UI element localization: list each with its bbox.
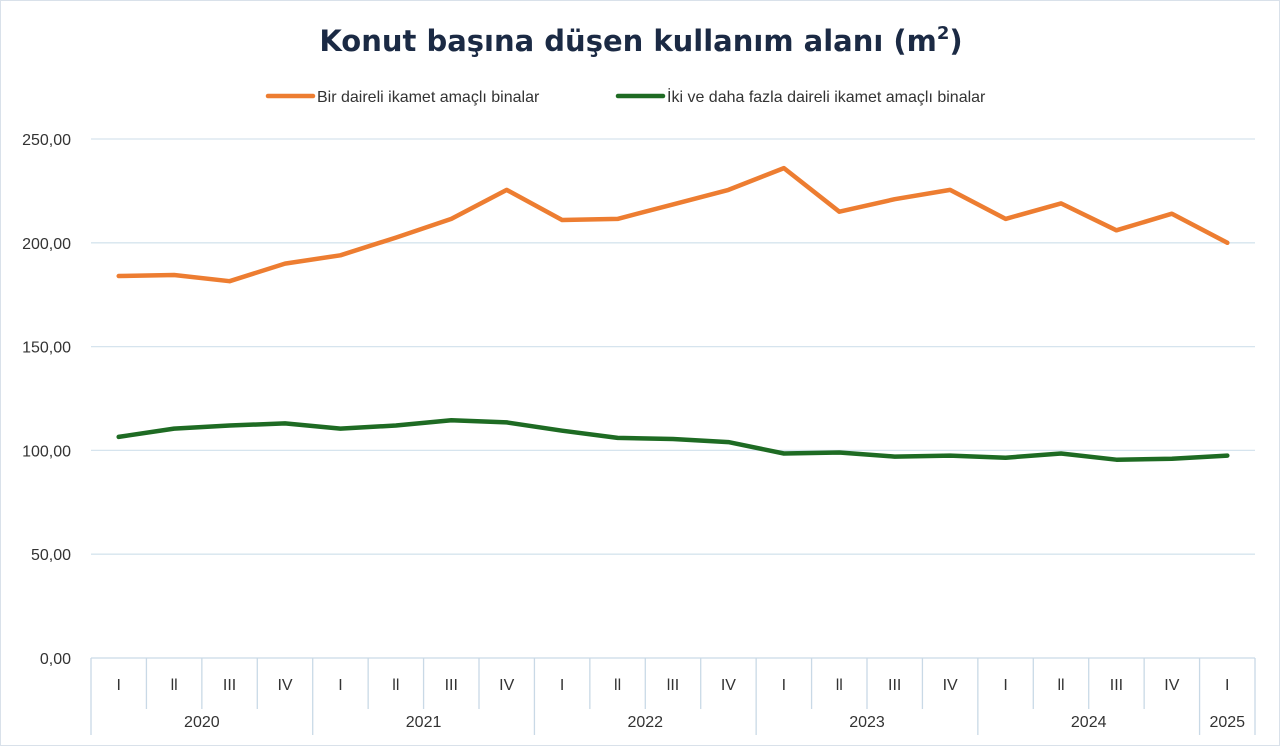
x-tick-label: ll (392, 677, 399, 694)
x-tick-label: I (116, 677, 120, 694)
year-label: 2024 (1071, 714, 1107, 731)
year-label: 2022 (627, 714, 663, 731)
year-label: 2020 (184, 714, 220, 731)
plot-area (116, 165, 1230, 462)
y-tick-label: 150,00 (22, 340, 71, 357)
x-tick-label: IV (1164, 677, 1179, 694)
y-tick-label: 200,00 (22, 236, 71, 253)
x-tick-label: ll (1057, 677, 1064, 694)
y-tick-label: 50,00 (31, 547, 71, 564)
x-tick-label: IV (277, 677, 292, 694)
x-tick-label: ll (836, 677, 843, 694)
x-tick-label: ll (171, 677, 178, 694)
year-label: 2023 (849, 714, 885, 731)
legend: Bir daireli ikamet amaçlı binalar İki ve … (265, 87, 986, 106)
chart-title-main: Konut başına düşen kullanım alanı (m (319, 24, 937, 58)
x-tick-label: ll (614, 677, 621, 694)
x-tick-label: III (1110, 677, 1123, 694)
x-tick-label: I (1003, 677, 1007, 694)
legend-label-2: İki ve daha fazla daireli ikamet amaçlı … (667, 87, 986, 106)
x-tick-label: I (1225, 677, 1229, 694)
x-tick-label: I (782, 677, 786, 694)
y-tick-label: 0,00 (40, 651, 71, 668)
legend-label-1: Bir daireli ikamet amaçlı binalar (317, 89, 540, 106)
series-line-1 (116, 165, 1230, 284)
x-tick-label: IV (943, 677, 958, 694)
chart-title-superscript: 2 (937, 23, 950, 44)
x-tick-label: IV (499, 677, 514, 694)
x-tick-label: III (223, 677, 236, 694)
chart-title-suffix: ) (949, 24, 962, 58)
series-line-2 (116, 418, 1230, 462)
x-tick-label: lII (667, 677, 679, 694)
y-tick-label: 250,00 (22, 132, 71, 149)
year-label: 2025 (1209, 714, 1245, 731)
gridlines (91, 138, 1255, 555)
y-axis: 0,00 50,00 100,00 150,00 200,00 250,00 (22, 132, 71, 668)
chart-title: Konut başına düşen kullanım alanı (m2) (319, 23, 962, 58)
y-tick-label: 100,00 (22, 443, 71, 460)
x-tick-label: III (445, 677, 458, 694)
x-tick-label: I (338, 677, 342, 694)
x-tick-label: IV (721, 677, 736, 694)
x-tick-label: I (560, 677, 564, 694)
year-label: 2021 (406, 714, 442, 731)
x-tick-label: III (888, 677, 901, 694)
